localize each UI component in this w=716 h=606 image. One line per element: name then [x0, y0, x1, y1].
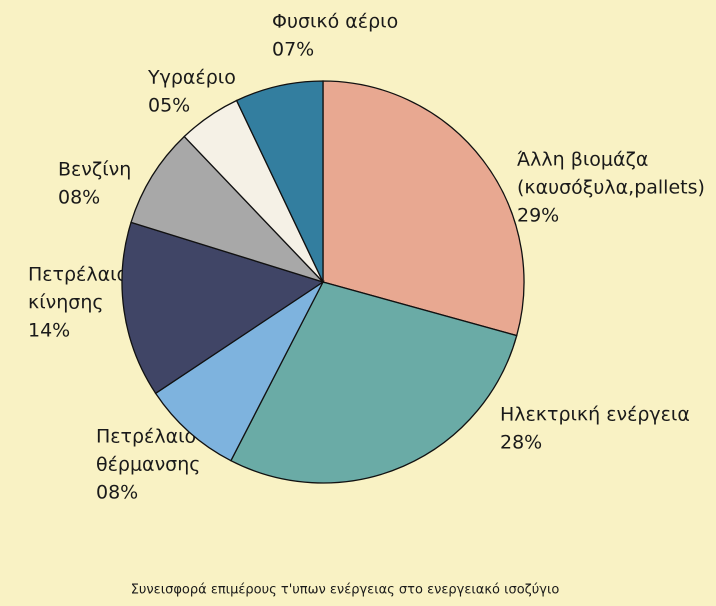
slice-label: θέρμανσης — [96, 454, 200, 476]
slice-label: Πετρέλαιο — [96, 426, 196, 448]
pie-slice — [230, 281, 518, 484]
slice-value-label: 07% — [272, 39, 314, 61]
pie-slice — [121, 221, 325, 395]
slice-value-label: 28% — [500, 432, 542, 454]
slice-label: Ηλεκτρική ενέργεια — [500, 404, 690, 426]
slice-value-label: 14% — [28, 320, 70, 342]
chart-title: Συνεισφορά επιμέρους τ'υπων ενέργειας στ… — [131, 583, 560, 598]
slice-value-label: 08% — [96, 482, 138, 504]
slice-label: Φυσικό αέριο — [272, 11, 398, 33]
slice-label: Υγραέριο — [147, 67, 236, 89]
slice-label: Πετρέλαιο — [28, 264, 128, 286]
slice-value-label: 29% — [517, 205, 559, 227]
slice-value-label: 05% — [148, 95, 190, 117]
slice-label: κίνησης — [28, 292, 104, 314]
pie-slice — [235, 80, 324, 283]
slice-label: Βενζίνη — [58, 159, 131, 181]
pie-slice — [154, 280, 325, 462]
slice-value-label: 08% — [58, 187, 100, 209]
slice-label: Άλλη βιομάζα — [517, 149, 648, 171]
slice-label: (καυσόξυλα,pallets) — [517, 177, 705, 199]
pie-slice — [322, 80, 525, 337]
pie-slice — [130, 135, 326, 284]
